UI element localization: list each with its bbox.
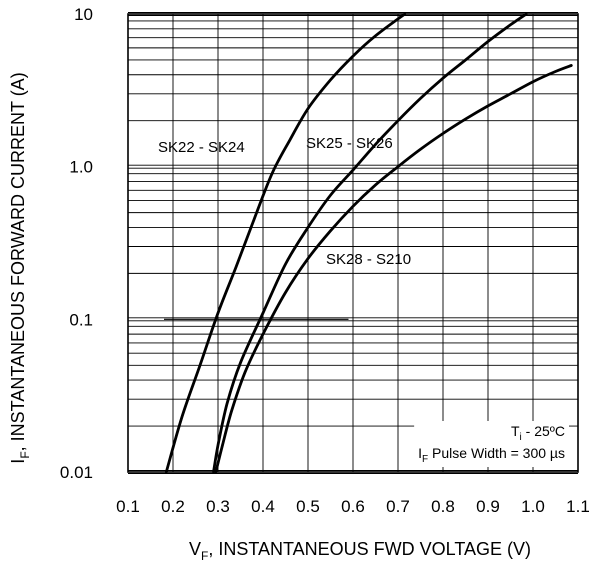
x-axis-title: VF, INSTANTANEOUS FWD VOLTAGE (V) — [189, 539, 531, 563]
x-tick-label: 0.6 — [341, 497, 365, 516]
x-tick-label: 1.1 — [566, 497, 590, 516]
x-tick-label: 0.2 — [161, 497, 185, 516]
x-tick-labels: 0.1 0.2 0.3 0.4 0.5 0.6 0.7 0.8 0.9 1.0 1.1 — [116, 497, 590, 516]
y-tick-label: 10 — [74, 5, 93, 24]
series-curve-0 — [164, 12, 407, 474]
series-curve-1 — [212, 12, 528, 474]
x-tick-label: 0.1 — [116, 497, 140, 516]
series-label-sk28-s210: SK28 - S210 — [326, 251, 411, 268]
y-tick-label: 1.0 — [69, 158, 93, 177]
x-tick-label: 1.0 — [521, 497, 545, 516]
pulse-width-note: IF Pulse Width = 300 µs — [418, 445, 565, 465]
series-label-sk22-sk24: SK22 - SK24 — [158, 139, 245, 156]
major-gridlines — [127, 12, 579, 474]
x-tick-label: 0.4 — [251, 497, 275, 516]
x-tick-label: 0.9 — [476, 497, 500, 516]
y-tick-labels: 0.01 0.1 1.0 10 — [60, 5, 93, 482]
x-tick-label: 0.5 — [296, 497, 320, 516]
series-curves — [164, 12, 573, 474]
curve-labels: SK22 - SK24 SK25 - SK26 SK28 - S210 — [158, 135, 411, 268]
series-label-sk25-sk26: SK25 - SK26 — [306, 135, 393, 152]
x-tick-label: 0.8 — [431, 497, 455, 516]
series-curve-2 — [214, 64, 573, 474]
y-axis-title: IF, INSTANTANEOUS FORWARD CURRENT (A) — [8, 72, 32, 463]
conditions-note-background — [414, 421, 569, 467]
x-tick-label: 0.3 — [206, 497, 230, 516]
junction-temp-note: Ti - 25ºC — [511, 423, 565, 443]
y-tick-label: 0.01 — [60, 463, 93, 482]
x-tick-label: 0.7 — [386, 497, 410, 516]
conditions-note: Ti - 25ºC IF Pulse Width = 300 µs — [414, 421, 569, 467]
y-tick-label: 0.1 — [69, 310, 93, 329]
plot-frame — [127, 13, 579, 473]
